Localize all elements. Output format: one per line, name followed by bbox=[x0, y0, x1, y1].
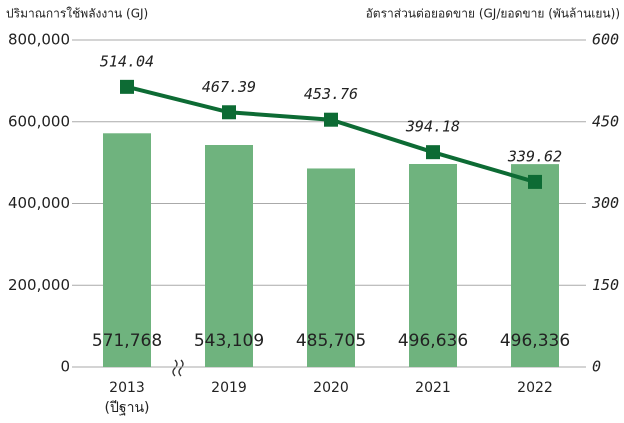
x-tick-label: 2020 bbox=[313, 380, 349, 396]
y-tick-label: 0 bbox=[60, 358, 70, 376]
y2-tick-label: 150 bbox=[592, 276, 619, 294]
bar bbox=[409, 164, 457, 367]
bar-value-label: 571,768 bbox=[92, 331, 162, 351]
y-axis-label: ปริมาณการใช้พลังงาน (GJ) bbox=[6, 7, 148, 21]
x-note: (ปีฐาน) bbox=[105, 400, 150, 416]
line-value-label: 394.18 bbox=[405, 118, 460, 136]
axis-break bbox=[172, 359, 184, 377]
bar-value-label: 543,109 bbox=[194, 331, 264, 351]
bar-value-label: 496,636 bbox=[398, 331, 468, 351]
y-tick-label: 800,000 bbox=[8, 31, 70, 49]
bar-value-label: 496,336 bbox=[500, 331, 570, 351]
line-marker bbox=[222, 105, 236, 120]
x-tick-label: 2021 bbox=[415, 380, 451, 396]
bar bbox=[307, 168, 355, 367]
y2-tick-label: 600 bbox=[592, 31, 619, 49]
y-tick-label: 400,000 bbox=[8, 194, 70, 212]
bar bbox=[205, 145, 253, 367]
y2-tick-label: 300 bbox=[591, 194, 619, 212]
line-value-label: 453.76 bbox=[304, 85, 358, 103]
bar-value-label: 485,705 bbox=[296, 331, 366, 351]
line-value-label: 339.62 bbox=[507, 147, 562, 165]
x-tick-label: 2019 bbox=[211, 380, 247, 396]
y2-axis-label: อัตราส่วนต่อยอดขาย (GJ/ยอดขาย (พันล้านเย… bbox=[366, 7, 620, 21]
y2-tick-label: 450 bbox=[592, 112, 619, 130]
y-tick-label: 200,000 bbox=[8, 276, 70, 294]
y2-tick-label: 0 bbox=[592, 358, 601, 376]
line-marker bbox=[528, 174, 542, 189]
line-value-label: 514.04 bbox=[100, 52, 154, 70]
line-marker bbox=[120, 79, 134, 94]
line-value-label: 467.39 bbox=[202, 78, 256, 96]
y-tick-label: 600,000 bbox=[8, 112, 70, 130]
x-tick-label: 2022 bbox=[517, 380, 553, 396]
line-marker bbox=[324, 112, 338, 127]
bar bbox=[103, 133, 151, 367]
x-tick-label: 2013 bbox=[109, 380, 145, 396]
line-marker bbox=[426, 145, 440, 160]
bar bbox=[511, 164, 559, 367]
